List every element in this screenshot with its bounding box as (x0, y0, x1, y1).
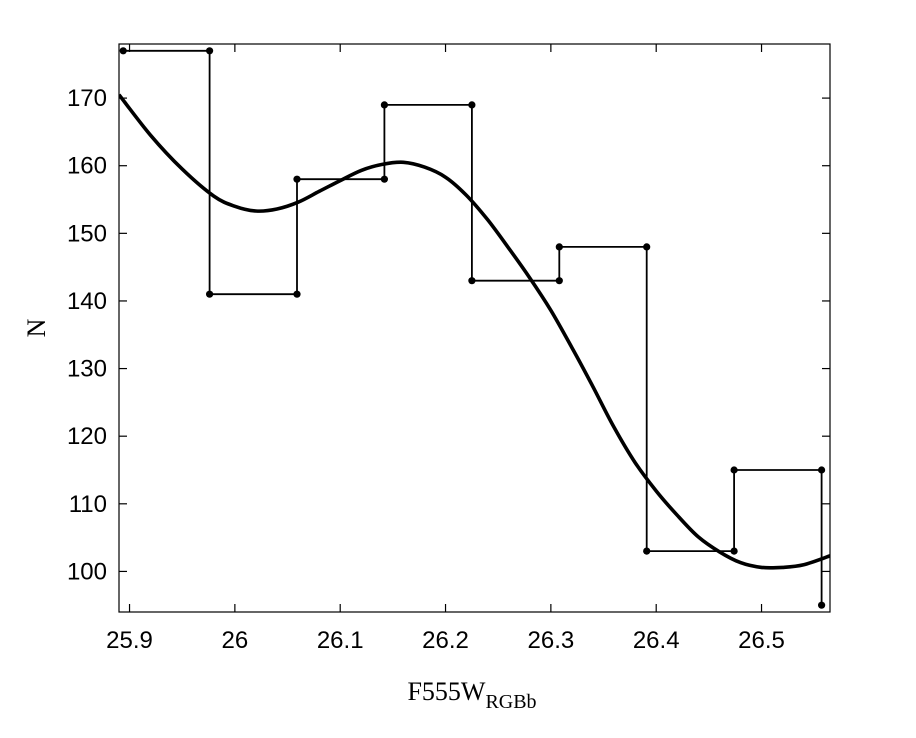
y-tick-label: 160 (67, 153, 107, 180)
histogram-point (206, 290, 214, 298)
y-tick-label: 130 (67, 356, 107, 383)
histogram-point (468, 101, 476, 109)
y-tick-label: 110 (69, 491, 107, 518)
x-axis-label-main: F555W (407, 677, 485, 706)
x-tick-label: 26.3 (528, 627, 575, 654)
histogram-point (643, 243, 651, 251)
fit-curve (119, 93, 830, 570)
histogram-point (293, 175, 301, 183)
plot-frame (118, 43, 831, 613)
histogram-point (643, 547, 651, 555)
x-tick-label: 25.9 (106, 627, 153, 654)
histogram-point (380, 101, 388, 109)
histogram-point (555, 243, 563, 251)
histogram-point (468, 277, 476, 285)
histogram-point (818, 601, 826, 609)
x-tick-label: 26.4 (633, 627, 680, 654)
y-tick-label: 100 (67, 558, 107, 585)
x-tick-label: 26.1 (317, 627, 364, 654)
x-tick-label: 26.5 (738, 627, 785, 654)
y-tick-label: 150 (67, 220, 107, 247)
step-histogram-line (123, 49, 823, 606)
histogram-point (730, 547, 738, 555)
x-tick-label: 26 (222, 627, 249, 654)
y-tick-label: 140 (67, 288, 107, 315)
histogram-point (293, 290, 301, 298)
histogram-point (818, 466, 826, 474)
histogram-point (206, 47, 214, 55)
y-tick-label: 170 (67, 85, 107, 112)
histogram-point (555, 277, 563, 285)
x-axis-label-subscript: RGBb (485, 691, 536, 713)
x-tick-label: 26.2 (422, 627, 469, 654)
y-axis-label: N (22, 318, 51, 337)
histogram-point (380, 175, 388, 183)
histogram-point (730, 466, 738, 474)
x-axis-label: F555WRGBb (407, 677, 536, 713)
histogram-point (119, 47, 127, 55)
y-tick-label: 120 (67, 423, 107, 450)
